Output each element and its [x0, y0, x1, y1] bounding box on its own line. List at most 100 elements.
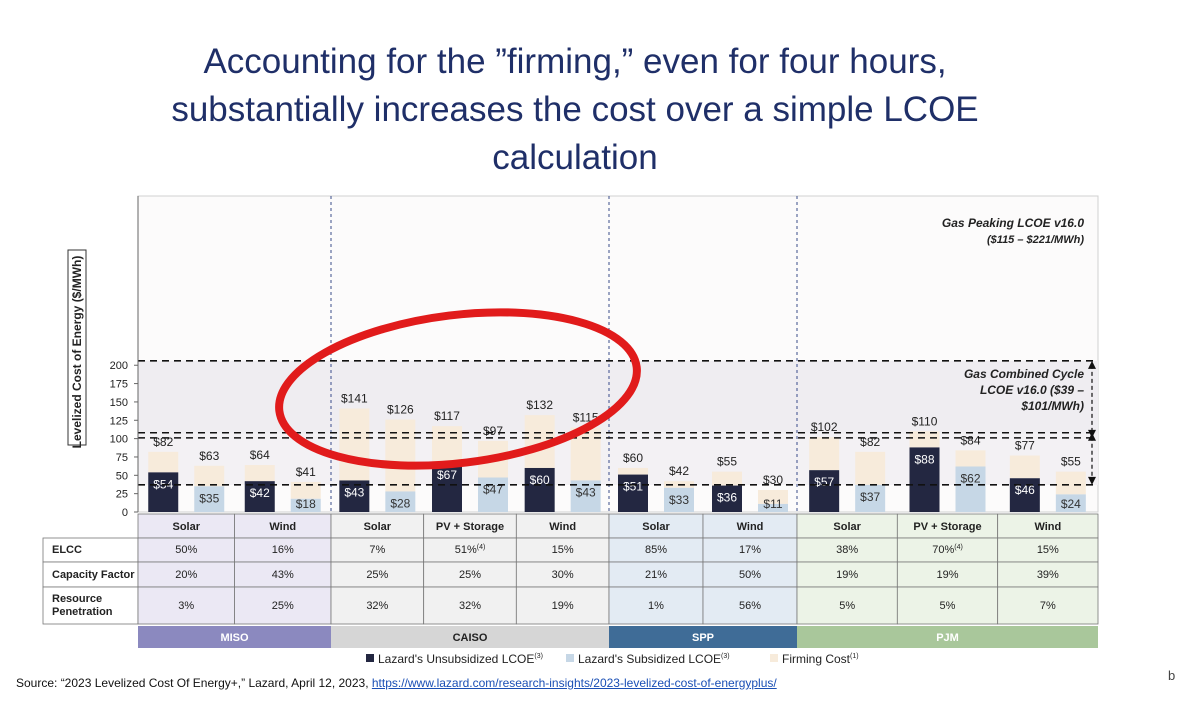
firming-bar [909, 431, 940, 448]
tech-header-wind: Wind [737, 521, 764, 533]
firming-bar [1055, 471, 1086, 495]
row-label-elcc: ELCC [52, 544, 82, 556]
legend-label-unsubsidized: Lazard's Unsubsidized LCOE(3) [378, 652, 543, 666]
bar-value-label: $28 [390, 496, 410, 510]
slide-title: Accounting for the ”firming,” even for f… [0, 38, 1150, 182]
firming-bar [244, 465, 275, 482]
legend-swatch-unsubsidized [366, 654, 374, 662]
bar-total-label: $63 [199, 449, 219, 463]
y-tick-label: 25 [116, 489, 128, 501]
firming-bar [339, 408, 370, 481]
bar-total-label: $126 [387, 403, 414, 417]
lcoe-chart: $54$82$35$63$42$64$18$41$43$141$28$126$6… [42, 195, 1099, 666]
tech-header-solar: Solar [642, 521, 670, 533]
unsubsidized-bar [432, 462, 462, 512]
elcc-footnote: (4) [477, 544, 486, 551]
bar-value-label: $24 [1061, 497, 1081, 511]
region-band-miso [138, 626, 331, 648]
firming-bar [809, 437, 840, 471]
legend-footnote: (3) [534, 653, 543, 660]
capacity-factor-value: 30% [552, 569, 574, 581]
table-cell [137, 586, 235, 625]
tech-header-solar: Solar [172, 521, 200, 533]
y-tick-label: 75 [116, 452, 128, 464]
table-cell [137, 561, 235, 588]
row-label-resource-penetration-cell [42, 586, 139, 625]
table-cell [702, 537, 798, 563]
firming-bar [194, 465, 225, 487]
tech-header-wind: Wind [1034, 521, 1061, 533]
tech-header-cell [796, 513, 898, 539]
bar-value-label: $33 [669, 493, 689, 507]
table-cell [896, 561, 999, 588]
capacity-factor-value: 50% [739, 569, 761, 581]
legend-label-subsidized: Lazard's Subsidized LCOE(3) [578, 652, 730, 666]
arrow-head [1088, 476, 1096, 485]
bar-total-label: $82 [860, 435, 880, 449]
gas-cc-label: Gas Combined Cycle [964, 367, 1084, 381]
gas-cc-label-3: $101/MWh) [1020, 399, 1084, 413]
arrow-head [1088, 360, 1096, 369]
unsubsidized-bar [712, 485, 742, 512]
firming-bar [385, 419, 416, 492]
tech-header-wind: Wind [269, 521, 296, 533]
subsidized-bar [194, 486, 225, 512]
gas-peaking-range: ($115 – $221/MWh) [987, 234, 1084, 246]
y-axis-label-box [67, 249, 87, 446]
resource-penetration-value: 25% [272, 600, 294, 612]
bar-total-label: $132 [526, 398, 553, 412]
elcc-footnote: (4) [954, 544, 963, 551]
bar-value-label: $43 [576, 485, 596, 499]
source-link[interactable]: https://www.lazard.com/research-insights… [371, 676, 777, 690]
capacity-factor-value: 21% [645, 569, 667, 581]
title-line-2: substantially increases the cost over a … [171, 90, 979, 129]
subsidized-bar [1055, 494, 1086, 512]
table-cell [330, 561, 425, 588]
tech-header-pv-storage: PV + Storage [436, 521, 504, 533]
bar-value-label: $51 [623, 480, 643, 494]
bar-value-label: $88 [914, 452, 934, 466]
table-cell [702, 586, 798, 625]
tech-header-cell [515, 513, 610, 539]
row-label-penetration: Penetration [52, 606, 113, 618]
region-band-caiso [331, 626, 609, 648]
resource-penetration-value: 56% [739, 600, 761, 612]
table-cell [796, 586, 898, 625]
bar-total-label: $42 [669, 464, 689, 478]
y-tick-label: 50 [116, 470, 128, 482]
table-cell [234, 537, 332, 563]
tech-header-pv-storage: PV + Storage [913, 521, 981, 533]
y-axis-label: Levelized Cost of Energy ($/MWh) [70, 256, 84, 449]
table-cell [423, 537, 517, 563]
elcc-value: 50% [175, 544, 197, 556]
capacity-factor-value: 39% [1037, 569, 1059, 581]
elcc-value: 16% [272, 544, 294, 556]
region-label-caiso: CAISO [453, 632, 488, 644]
row-label-capacity-factor: Capacity Factor [52, 569, 135, 581]
row-label-resource: Resource [52, 593, 102, 605]
bar-total-label: $30 [763, 473, 783, 487]
subsidized-bar [855, 484, 886, 512]
tech-header-cell [330, 513, 425, 539]
bar-value-label: $37 [860, 490, 880, 504]
arrow-head [1088, 432, 1096, 441]
resource-penetration-value: 32% [459, 600, 481, 612]
tech-header-solar: Solar [364, 521, 392, 533]
source-text: Source: “2023 Levelized Cost Of Energy+,… [16, 676, 372, 690]
bar-value-label: $11 [763, 497, 782, 511]
subsidized-bar [570, 480, 601, 512]
firming-bar [618, 467, 648, 475]
region-label-pjm: PJM [936, 632, 959, 644]
bar-total-label: $102 [811, 420, 838, 434]
y-tick-label: 0 [122, 507, 128, 519]
firming-bar [432, 426, 462, 463]
resource-penetration-value: 3% [178, 600, 194, 612]
y-tick-label: 200 [110, 360, 128, 372]
firming-bar [290, 481, 321, 499]
table-cell [608, 537, 704, 563]
subsidized-bar [758, 503, 788, 512]
row-label-elcc-cell [42, 537, 139, 563]
capacity-factor-value: 19% [836, 569, 858, 581]
table-cell [330, 586, 425, 625]
tech-header-cell [896, 513, 999, 539]
